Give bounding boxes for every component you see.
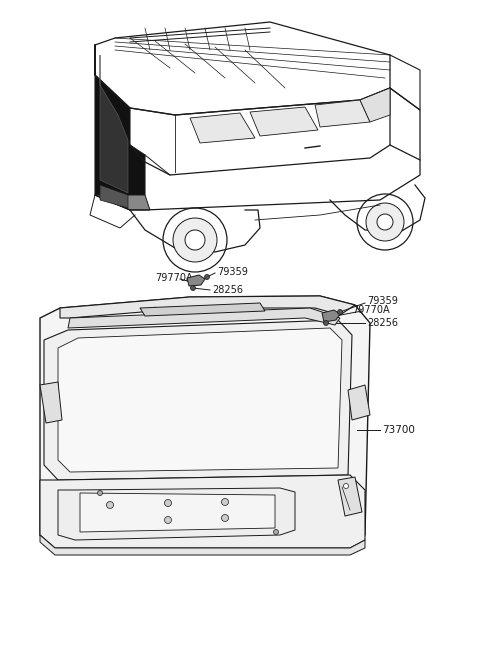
Polygon shape xyxy=(348,385,370,420)
Polygon shape xyxy=(322,310,340,322)
Polygon shape xyxy=(68,308,340,328)
Polygon shape xyxy=(100,55,128,193)
Polygon shape xyxy=(140,303,265,316)
Circle shape xyxy=(163,208,227,272)
Polygon shape xyxy=(250,107,318,136)
Polygon shape xyxy=(40,382,62,423)
Polygon shape xyxy=(187,275,205,286)
Text: 28256: 28256 xyxy=(212,285,243,295)
Polygon shape xyxy=(80,493,275,532)
Polygon shape xyxy=(40,296,370,548)
Circle shape xyxy=(107,501,113,508)
Text: 79359: 79359 xyxy=(367,296,398,306)
Text: 79359: 79359 xyxy=(217,267,248,277)
Circle shape xyxy=(274,529,278,535)
Polygon shape xyxy=(360,88,390,122)
Polygon shape xyxy=(95,195,150,210)
Polygon shape xyxy=(95,45,145,210)
Text: 28256: 28256 xyxy=(367,318,398,328)
Polygon shape xyxy=(338,477,362,516)
Text: 79770A: 79770A xyxy=(352,305,390,315)
Polygon shape xyxy=(100,185,128,208)
Circle shape xyxy=(165,516,171,523)
Circle shape xyxy=(366,203,404,241)
Circle shape xyxy=(185,230,205,250)
Circle shape xyxy=(344,483,348,489)
Circle shape xyxy=(221,514,228,522)
Polygon shape xyxy=(40,535,365,555)
Polygon shape xyxy=(58,488,295,540)
Circle shape xyxy=(173,218,217,262)
Circle shape xyxy=(165,499,171,506)
Circle shape xyxy=(221,499,228,506)
Circle shape xyxy=(191,285,195,291)
Circle shape xyxy=(324,321,328,325)
Polygon shape xyxy=(40,475,365,548)
Text: 79770A: 79770A xyxy=(155,273,192,283)
Text: 73700: 73700 xyxy=(382,425,415,435)
Polygon shape xyxy=(44,320,352,480)
Polygon shape xyxy=(190,113,255,143)
Circle shape xyxy=(377,214,393,230)
Circle shape xyxy=(357,194,413,250)
Polygon shape xyxy=(315,100,370,127)
Polygon shape xyxy=(58,328,342,472)
Circle shape xyxy=(97,491,103,495)
Circle shape xyxy=(337,310,343,314)
Polygon shape xyxy=(60,296,355,318)
Circle shape xyxy=(204,274,209,279)
